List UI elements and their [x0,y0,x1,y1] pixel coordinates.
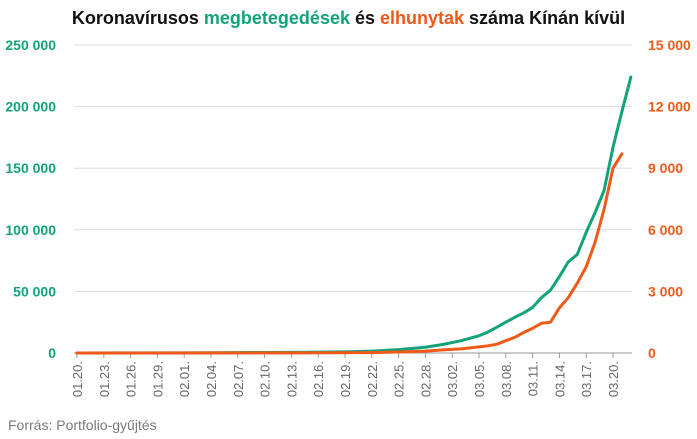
x-tick-label: 01.26. [124,361,139,397]
left-y-tick-label: 200 000 [5,99,56,115]
x-tick-label: 03.14. [552,361,567,397]
x-tick-label: 03.17. [579,361,594,397]
right-y-tick-label: 3 000 [648,283,683,299]
left-y-tick-label: 0 [48,345,56,361]
left-y-tick-label: 250 000 [5,37,56,53]
grid-lines [74,44,632,292]
x-tick-label: 03.02. [445,361,460,397]
deaths-series-line [75,152,624,355]
x-tick-label: 01.20. [70,361,85,397]
x-tick-label: 03.11. [526,361,541,396]
title-part-1: Koronavírusos [71,8,204,28]
x-tick-label: 02.07. [231,361,246,397]
x-tick-label: 02.04. [204,361,219,397]
x-tick-label: 02.16. [311,361,326,397]
left-y-axis: 0 50 000 100 000 150 000 200 000 250 000 [5,37,56,361]
right-y-tick-label: 6 000 [648,222,683,238]
title-deaths-word: elhunytak [380,8,465,28]
x-tick-label: 03.08. [499,361,514,397]
right-y-axis: 0 3 000 6 000 9 000 12 000 15 000 [648,37,691,361]
left-y-tick-label: 50 000 [13,283,56,299]
x-tick-label: 02.01. [177,361,192,397]
series-lines [75,75,633,355]
x-tick-label: 02.25. [392,361,407,397]
x-tick-label: 02.22. [365,361,380,397]
x-tick-label: 02.28. [418,361,433,397]
left-y-tick-label: 150 000 [5,160,56,176]
title-part-3: száma Kínán kívül [464,8,626,28]
right-y-tick-label: 0 [648,345,656,361]
x-tick-label: 01.23. [97,361,112,397]
x-tick-label: 02.10. [258,361,273,397]
right-y-tick-label: 12 000 [648,99,691,115]
right-y-tick-label: 9 000 [648,160,683,176]
x-tick-label: 03.20. [606,361,621,397]
x-tick-label: 03.05. [472,361,487,397]
title-part-2: és [349,8,381,28]
x-tick-label: 02.19. [338,361,353,397]
x-tick-label: 02.13. [284,361,299,397]
source-note: Forrás: Portfolio-gyűjtés [8,417,157,433]
x-tick-label: 01.29. [150,361,165,397]
title-cases-word: megbetegedések [203,8,350,28]
chart-title: Koronavírusos megbetegedések és elhunyta… [0,8,697,29]
cases-series-line [75,75,633,355]
left-y-tick-label: 100 000 [5,222,56,238]
right-y-tick-label: 15 000 [648,37,691,53]
x-axis: 01.20. 01.23. 01.26. 01.29. 02.01. 02.04. 02.0… [70,352,632,397]
